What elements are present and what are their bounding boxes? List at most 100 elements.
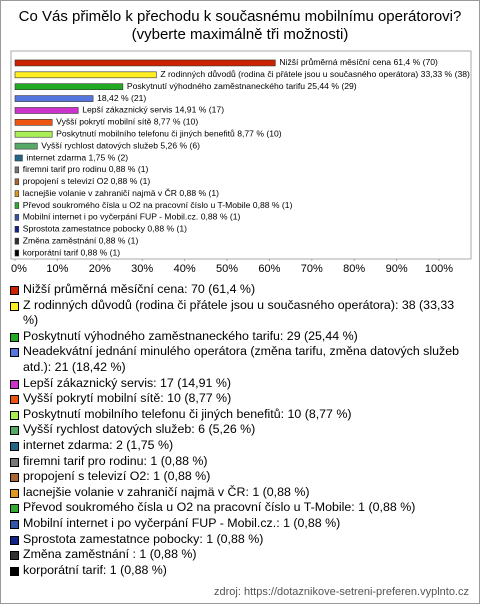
legend-swatch: [10, 426, 19, 436]
bar-label: Převod soukromého čísla u O2 na pracovní…: [23, 200, 293, 210]
legend-item: firemni tarif pro rodinu: 1 (0,88 %): [10, 454, 472, 470]
x-tick-label: 100%: [425, 263, 453, 275]
legend-label: Změna zaměstnání : 1 (0,88 %): [23, 547, 197, 562]
legend-label: Lepší zákaznický servis: 17 (14,91 %): [23, 375, 231, 390]
bar: [14, 107, 79, 114]
legend-swatch: [10, 332, 19, 342]
legend-label: propojení s televizí O2: 1 (0,88 %): [23, 469, 211, 484]
x-tick-label: 70%: [301, 263, 323, 275]
legend-item: Změna zaměstnání : 1 (0,88 %): [10, 547, 472, 563]
bar-label: Vyšší pokrytí mobilní sítě 8,77 % (10): [56, 117, 198, 127]
x-tick-label: 90%: [386, 263, 408, 275]
legend-item: korporátní tarif: 1 (0,88 %): [10, 563, 472, 579]
legend-item: Z rodinných důvodů (rodina či přátele js…: [10, 298, 472, 329]
bar-label: Mobilní internet i po vyčerpání FUP - Mo…: [23, 212, 241, 222]
source: zdroj: https://dotaznikove-setreni-prefe…: [214, 586, 469, 598]
legend-label: Vyšší rychlost datových služeb: 6 (5,26 …: [23, 422, 256, 437]
x-tick-label: 30%: [131, 263, 153, 275]
legend-label: Poskytnutí mobilního telefonu či jiných …: [23, 406, 352, 421]
legend-item: Poskytnutí výhodného zaměstnaneckého tar…: [10, 329, 472, 345]
legend-swatch: [10, 488, 19, 498]
legend-swatch: [10, 519, 19, 529]
legend-label: Mobilní internet i po vyčerpání FUP - Mo…: [23, 515, 341, 530]
x-tick-label: 40%: [174, 263, 196, 275]
legend-item: Neadekvátní jednání minulého operátora (…: [10, 344, 472, 375]
bar: [14, 95, 94, 102]
plot-area: Nižší průměrná měsíční cena 61,4 % (70) Z…: [14, 57, 470, 257]
bar: [14, 166, 20, 174]
legend-label: Vyšší pokrytí mobilní sítě: 10 (8,77 %): [23, 391, 232, 406]
chart-title: Co Vás přimělo k přechodu k současnému m…: [19, 8, 462, 25]
legend-label: Sprostota zamestatnce pobocky: 1 (0,88 %…: [23, 531, 264, 546]
bar: [14, 154, 23, 162]
legend-item: Vyšší rychlost datových služeb: 6 (5,26 …: [10, 422, 472, 438]
legend-swatch: [10, 348, 19, 358]
plot-frame: [10, 50, 472, 260]
legend-label: lacnejšie volanie v zahraničí najmä v ČR…: [23, 484, 310, 499]
bar-label: Z rodinných důvodů (rodina či přátele js…: [160, 69, 470, 79]
x-tick-label: 50%: [216, 263, 238, 275]
bar: [14, 190, 20, 197]
bar: [14, 142, 38, 150]
bar: [14, 225, 20, 233]
chart: Co Vás přimělo k přechodu k současnému m…: [10, 8, 472, 275]
legend-label: Z rodinných důvodů (rodina či přátele js…: [23, 297, 455, 328]
legend-label: internet zdarma: 2 (1,75 %): [23, 437, 174, 452]
legend-label: korporátní tarif: 1 (0,88 %): [23, 562, 167, 577]
bar: [14, 71, 157, 79]
legend-label: Poskytnutí výhodného zaměstnaneckého tar…: [23, 328, 358, 343]
legend-item: Lepší zákaznický servis: 17 (14,91 %): [10, 376, 472, 392]
x-tick-label: 80%: [343, 263, 365, 275]
x-tick-label: 60%: [258, 263, 280, 275]
legend-swatch: [10, 379, 19, 389]
bar-label: Změna zaměstnání 0,88 % (1): [23, 235, 139, 245]
bar-label: Vyšší rychlost datových služeb 5,26 % (6…: [41, 140, 200, 150]
legend-swatch: [10, 473, 19, 483]
x-tick-label: 10%: [46, 263, 68, 275]
legend-swatch: [10, 551, 19, 561]
bar: [14, 83, 124, 91]
x-tick-label: 20%: [89, 263, 111, 275]
legend-item: Vyšší pokrytí mobilní sítě: 10 (8,77 %): [10, 391, 472, 407]
legend-item: Sprostota zamestatnce pobocky: 1 (0,88 %…: [10, 532, 472, 548]
bar-label: 18,42 % (21): [97, 93, 146, 103]
bar-label: lacnejšie volanie v zahraničí najmä v ČR…: [23, 188, 219, 198]
bar: [14, 214, 20, 221]
legend-label: Neadekvátní jednání minulého operátora (…: [23, 344, 459, 374]
legend-label: firemni tarif pro rodinu: 1 (0,88 %): [23, 453, 208, 468]
bar: [14, 59, 276, 67]
bar-label: Nižší průměrná měsíční cena 61,4 % (70): [279, 57, 438, 67]
legend-swatch: [10, 286, 19, 295]
bar: [14, 178, 20, 186]
legend-label: Nižší průměrná měsíční cena: 70 (61,4 %): [23, 282, 256, 296]
bar-label: propojení s televizí O2 0,88 % (1): [23, 176, 151, 186]
bar: [14, 119, 53, 126]
chart-subtitle: (vyberte maximálně tři možnosti): [132, 26, 349, 43]
bar-label: Poskytnutí výhodného zaměstnaneckého tar…: [127, 81, 357, 91]
bar-label: Lepší zákaznický servis 14,91 % (17): [82, 105, 224, 115]
bar-label: Sprostota zamestatnce pobocky 0,88 % (1): [23, 224, 187, 234]
x-tick-label: 0%: [11, 263, 27, 275]
legend-item: Nižší průměrná měsíční cena: 70 (61,4 %): [10, 282, 472, 298]
legend-swatch: [10, 441, 19, 451]
legend-item: Poskytnutí mobilního telefonu či jiných …: [10, 407, 472, 423]
legend: Nižší průměrná měsíční cena: 70 (61,4 %)…: [10, 282, 472, 578]
bar-label: internet zdarma 1,75 % (2): [26, 152, 128, 162]
bar: [14, 130, 53, 138]
legend-swatch: [10, 301, 19, 311]
bar-label: korporátní tarif 0,88 % (1): [23, 247, 121, 257]
bar: [14, 237, 20, 245]
x-axis: 0% 10% 20% 30% 40% 50% 60% 70% 80% 90% 100%: [11, 259, 453, 275]
bar-label: Poskytnutí mobilního telefonu či jiných …: [56, 129, 282, 139]
legend-item: lacnejšie volanie v zahraničí najmä v ČR…: [10, 485, 472, 501]
bar-label: firemni tarif pro rodinu 0,88 % (1): [23, 164, 149, 174]
legend-swatch: [10, 504, 19, 514]
legend-swatch: [10, 457, 19, 467]
legend-item: propojení s televizí O2: 1 (0,88 %): [10, 469, 472, 485]
legend-swatch: [10, 395, 19, 405]
legend-item: internet zdarma: 2 (1,75 %): [10, 438, 472, 454]
legend-swatch: [10, 410, 19, 420]
legend-swatch: [10, 535, 19, 545]
legend-swatch: [10, 566, 19, 576]
